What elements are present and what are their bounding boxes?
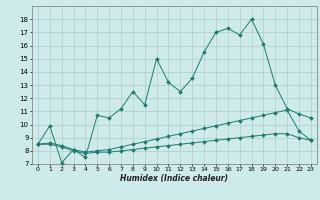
- X-axis label: Humidex (Indice chaleur): Humidex (Indice chaleur): [120, 174, 228, 183]
